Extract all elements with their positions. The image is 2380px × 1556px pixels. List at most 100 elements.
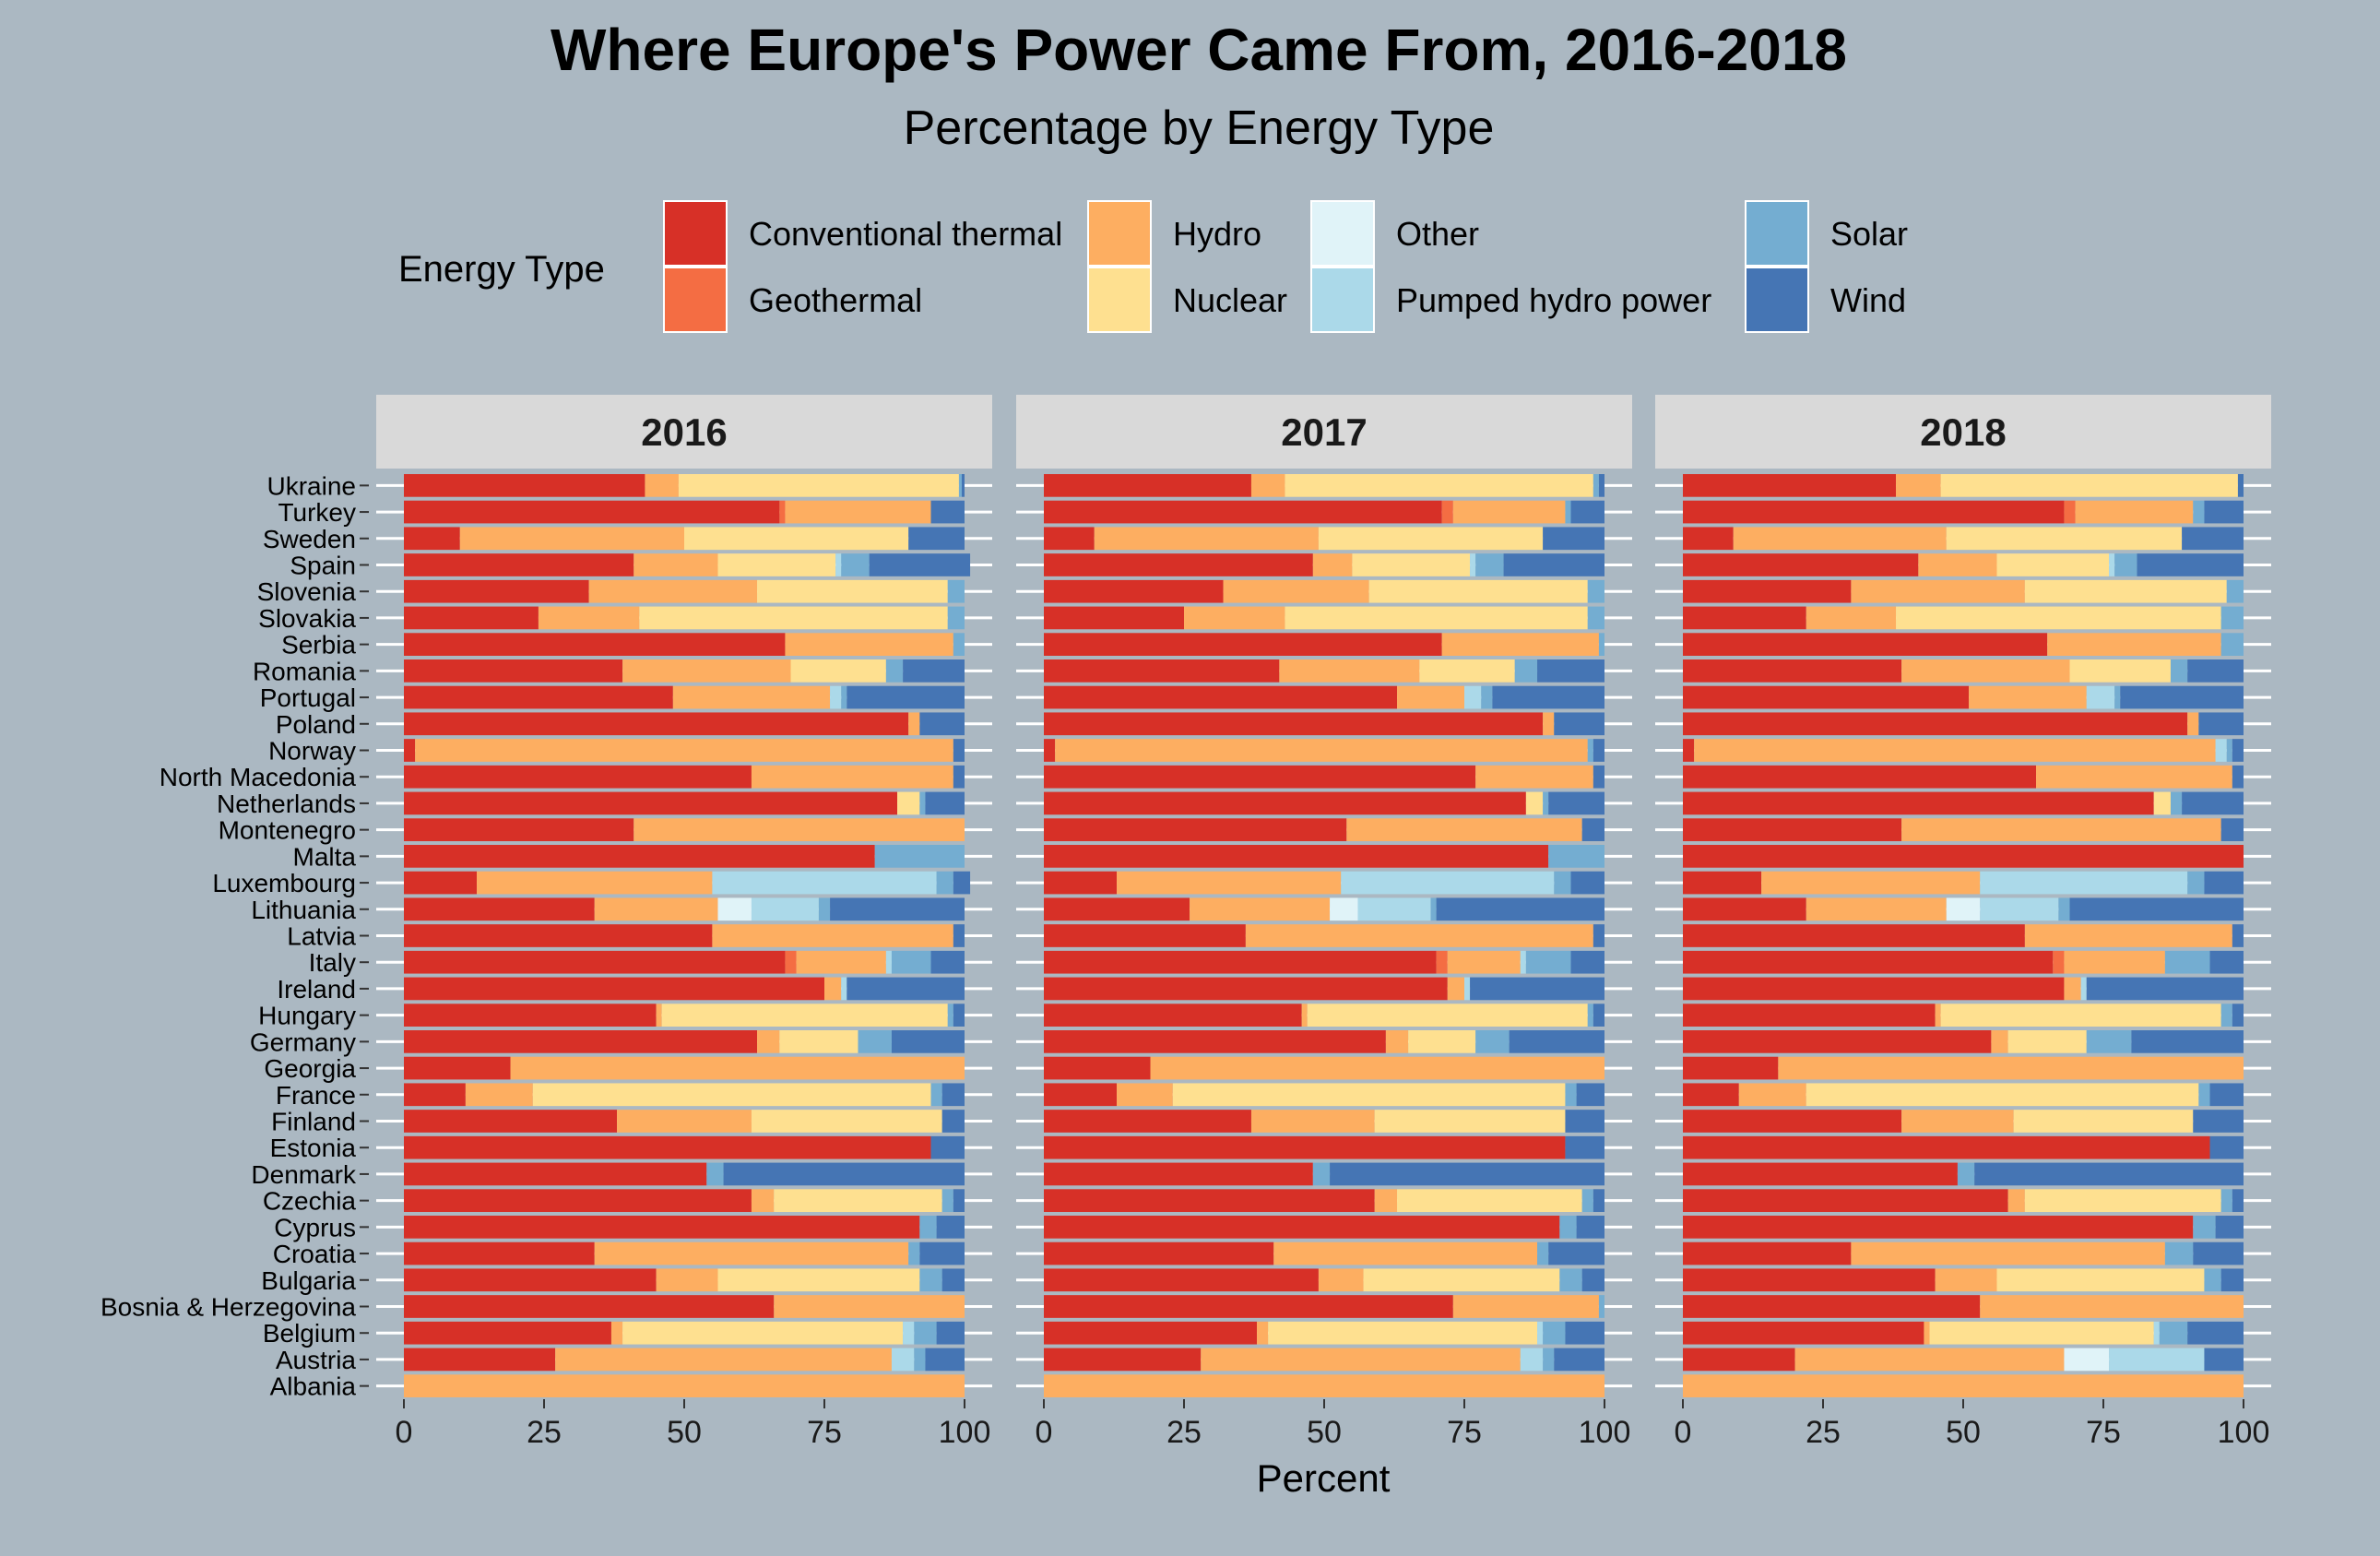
bar-2018-slovenia-nuclear (2024, 579, 2227, 603)
bar-2017-france-wind (1576, 1083, 1604, 1107)
bar-2016-finland-wind (941, 1110, 965, 1133)
bar-2016-hungary-conventional-thermal (404, 1004, 657, 1027)
y-label-serbia: Serbia (281, 631, 356, 659)
bar-2017-france-solar (1565, 1083, 1577, 1107)
bar-2016-spain-wind (869, 553, 971, 576)
bar-2018-cyprus-conventional-thermal (1683, 1216, 2194, 1239)
bar-2018-serbia-conventional-thermal (1683, 633, 2048, 656)
bar-2016-france-conventional-thermal (404, 1083, 466, 1107)
bar-2016-lithuania-other (717, 897, 752, 921)
bar-2016-austria-conventional-thermal (404, 1348, 556, 1372)
bar-2018-lithuania-pumped-hydro-power (1980, 897, 2059, 921)
legend-label-geothermal: Geothermal (749, 281, 922, 319)
bar-2016-denmark-wind (723, 1162, 965, 1186)
bar-2017-norway-conventional-thermal (1044, 739, 1056, 762)
y-label-portugal: Portugal (260, 683, 356, 712)
bar-2017-slovakia-conventional-thermal (1044, 606, 1184, 630)
bar-2017-latvia-wind (1593, 924, 1604, 947)
bar-2016-portugal-pumped-hydro-power (830, 685, 842, 709)
x-ticks-2017: 0 25 50 75 100 (1036, 1399, 1630, 1450)
bar-2018-ukraine-conventional-thermal (1683, 474, 1897, 497)
bar-2017-lithuania-conventional-thermal (1044, 897, 1190, 921)
bar-2016-lithuania-conventional-thermal (404, 897, 595, 921)
bar-2016-germany-nuclear (779, 1030, 858, 1053)
bar-2018-romania-solar (2170, 659, 2188, 683)
bar-2016-italy-conventional-thermal (404, 950, 786, 974)
legend-label-nuclear: Nuclear (1173, 281, 1287, 319)
bar-2016-netherlands-conventional-thermal (404, 791, 898, 815)
strip-label-2016: 2016 (641, 410, 727, 454)
bar-2017-latvia-hydro (1245, 924, 1593, 947)
bar-2018-slovakia-hydro (1806, 606, 1897, 630)
y-label-lithuania: Lithuania (251, 896, 356, 924)
bar-2016-germany-conventional-thermal (404, 1030, 758, 1053)
legend-key-geothermal (663, 267, 728, 333)
bar-2017-luxembourg-hydro (1117, 871, 1342, 895)
bar-2017-italy-conventional-thermal (1044, 950, 1437, 974)
bar-2016-latvia-conventional-thermal (404, 924, 713, 947)
bar-2017-hungary-wind (1593, 1004, 1604, 1027)
bar-2017-denmark-wind (1330, 1162, 1604, 1186)
bar-2018-denmark-solar (1957, 1162, 1975, 1186)
bar-2016-slovakia-nuclear (639, 606, 948, 630)
bar-2016-luxembourg-pumped-hydro-power (712, 871, 937, 895)
bar-2017-norway-hydro (1055, 739, 1588, 762)
bar-2017-ireland-pumped-hydro-power (1464, 977, 1471, 1001)
bar-2018-italy-wind (2209, 950, 2244, 974)
bar-2018-ireland-wind (2086, 977, 2244, 1001)
x-tick-label: 75 (807, 1415, 842, 1450)
legend-label-other: Other (1396, 215, 1479, 253)
x-tick-label: 25 (1166, 1415, 1202, 1450)
bar-2017-cyprus-wind (1576, 1216, 1604, 1239)
bar-2018-georgia-hydro (1778, 1056, 2244, 1080)
bar-2016-germany-solar (858, 1030, 892, 1053)
bar-2018-lithuania-conventional-thermal (1683, 897, 1806, 921)
bar-2016-portugal-hydro (672, 685, 831, 709)
bar-2018-romania-hydro (1901, 659, 2070, 683)
bar-2016-luxembourg-hydro (477, 871, 713, 895)
bar-2016-ukraine-nuclear (678, 474, 959, 497)
bar-2017-latvia-conventional-thermal (1044, 924, 1246, 947)
bar-2017-spain-hydro (1312, 553, 1353, 576)
bar-2016-netherlands-solar (919, 791, 926, 815)
bar-2016-ukraine-solar (958, 474, 962, 497)
bar-2017-hungary-hydro (1301, 1004, 1308, 1027)
bar-2016-denmark-solar (706, 1162, 724, 1186)
bar-2016-malta-conventional-thermal (404, 845, 875, 868)
chart-subtitle: Percentage by Energy Type (904, 101, 1495, 155)
bar-2016-ireland-hydro (824, 977, 842, 1001)
bar-2016-slovenia-hydro (588, 579, 758, 603)
bar-2018-austria-pumped-hydro-power (2109, 1348, 2205, 1372)
bar-2016-ukraine-conventional-thermal (404, 474, 645, 497)
y-label-malta: Malta (293, 842, 357, 871)
x-tick-label: 50 (1946, 1415, 1981, 1450)
legend-key-pumped-hydro-power (1310, 267, 1375, 333)
legend-label-hydro: Hydro (1173, 215, 1261, 253)
bar-2017-bosnia-and-herzegovina-hydro (1452, 1295, 1599, 1318)
y-label-cyprus: Cyprus (274, 1213, 356, 1241)
bar-2018-sweden-conventional-thermal (1683, 527, 1734, 551)
bar-2016-portugal-wind (847, 685, 965, 709)
bar-2016-bulgaria-wind (941, 1268, 965, 1292)
bar-2016-bosnia-and-herzegovina-hydro (774, 1295, 965, 1318)
bar-2016-finland-nuclear (751, 1110, 942, 1133)
bar-2018-luxembourg-pumped-hydro-power (1980, 871, 2188, 895)
bar-2017-luxembourg-wind (1570, 871, 1604, 895)
bar-2018-turkey-wind (2204, 500, 2244, 524)
bar-2018-czechia-hydro (2007, 1189, 2025, 1212)
x-tick-label: 100 (2218, 1415, 2270, 1450)
bars-2017 (1044, 474, 1604, 1397)
strip-label-2017: 2017 (1281, 410, 1367, 454)
bar-2018-germany-conventional-thermal (1683, 1030, 1992, 1053)
bar-2016-france-wind (941, 1083, 965, 1107)
bar-2016-croatia-solar (908, 1241, 920, 1265)
bar-2017-croatia-solar (1537, 1241, 1549, 1265)
bar-2016-north-macedonia-conventional-thermal (404, 765, 752, 789)
bar-2018-france-conventional-thermal (1683, 1083, 1739, 1107)
bar-2017-poland-conventional-thermal (1044, 712, 1544, 736)
bar-2016-austria-pumped-hydro-power (891, 1348, 915, 1372)
bar-2016-austria-wind (925, 1348, 965, 1372)
bar-2016-belgium-nuclear (622, 1321, 904, 1345)
bar-2018-ukraine-wind (2237, 474, 2244, 497)
